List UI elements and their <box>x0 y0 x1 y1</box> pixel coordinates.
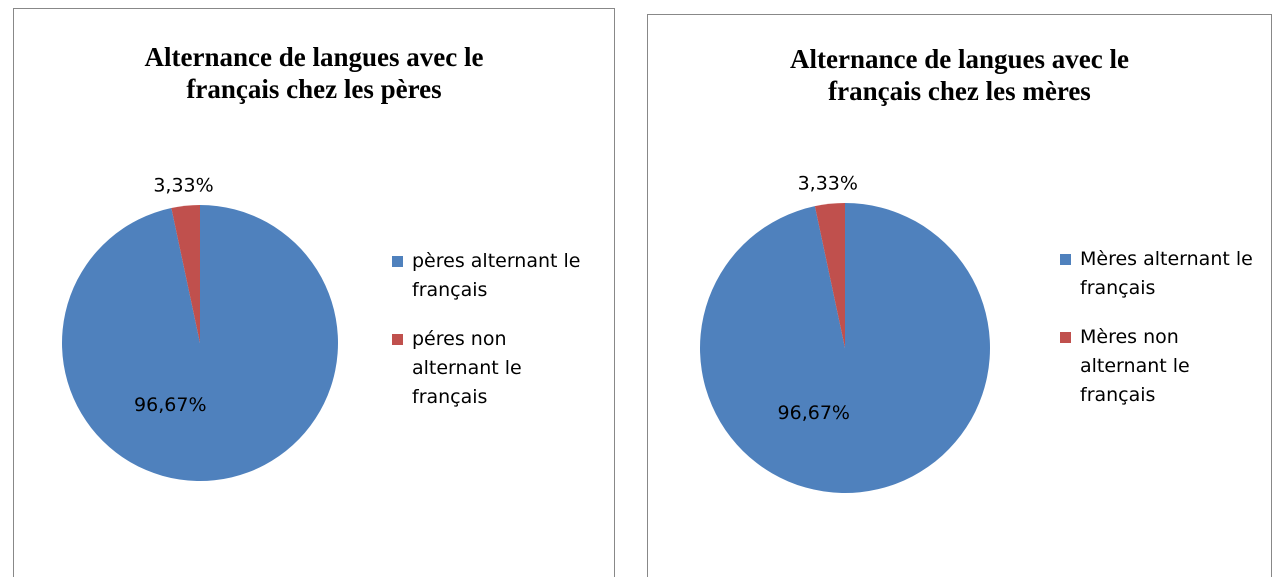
data-label: 3,33% <box>798 172 858 194</box>
legend-entry: pères alternant le français <box>392 247 592 305</box>
legend-swatch <box>392 334 403 345</box>
legend-label: Mères alternant le français <box>1080 248 1253 299</box>
legend-label: pères alternant le français <box>412 250 581 301</box>
legend-label: Mères non alternant le français <box>1080 326 1190 406</box>
pie-area: 96,67% 3,33% <box>700 172 991 493</box>
chart: 96,67% 3,33% pères alternant le français pé… <box>13 8 615 577</box>
legend: pères alternant le français péres non alt… <box>392 247 592 432</box>
legend-entry: Mères alternant le français <box>1060 245 1260 303</box>
legend-swatch <box>1060 254 1071 265</box>
pie-slice <box>814 203 845 348</box>
data-label: 3,33% <box>153 174 213 196</box>
pie-slice <box>700 203 991 493</box>
pie-slice <box>171 205 200 343</box>
pie-area: 96,67% 3,33% <box>61 174 338 481</box>
legend-swatch <box>1060 332 1071 343</box>
legend-label: péres non alternant le français <box>412 328 522 408</box>
legend: Mères alternant le français Mères non alt… <box>1060 245 1260 430</box>
legend-swatch <box>392 256 403 267</box>
chart-title: Alternance de langues avec le français c… <box>144 42 484 104</box>
data-label: 96,67% <box>134 394 206 416</box>
chart-title: Alternance de langues avec le français c… <box>790 44 1129 106</box>
data-label: 96,67% <box>778 402 850 424</box>
legend-entry: péres non alternant le français <box>392 325 592 412</box>
chart: 96,67% 3,33% Mères alternant le français Mè… <box>647 14 1272 577</box>
legend-entry: Mères non alternant le français <box>1060 323 1260 410</box>
